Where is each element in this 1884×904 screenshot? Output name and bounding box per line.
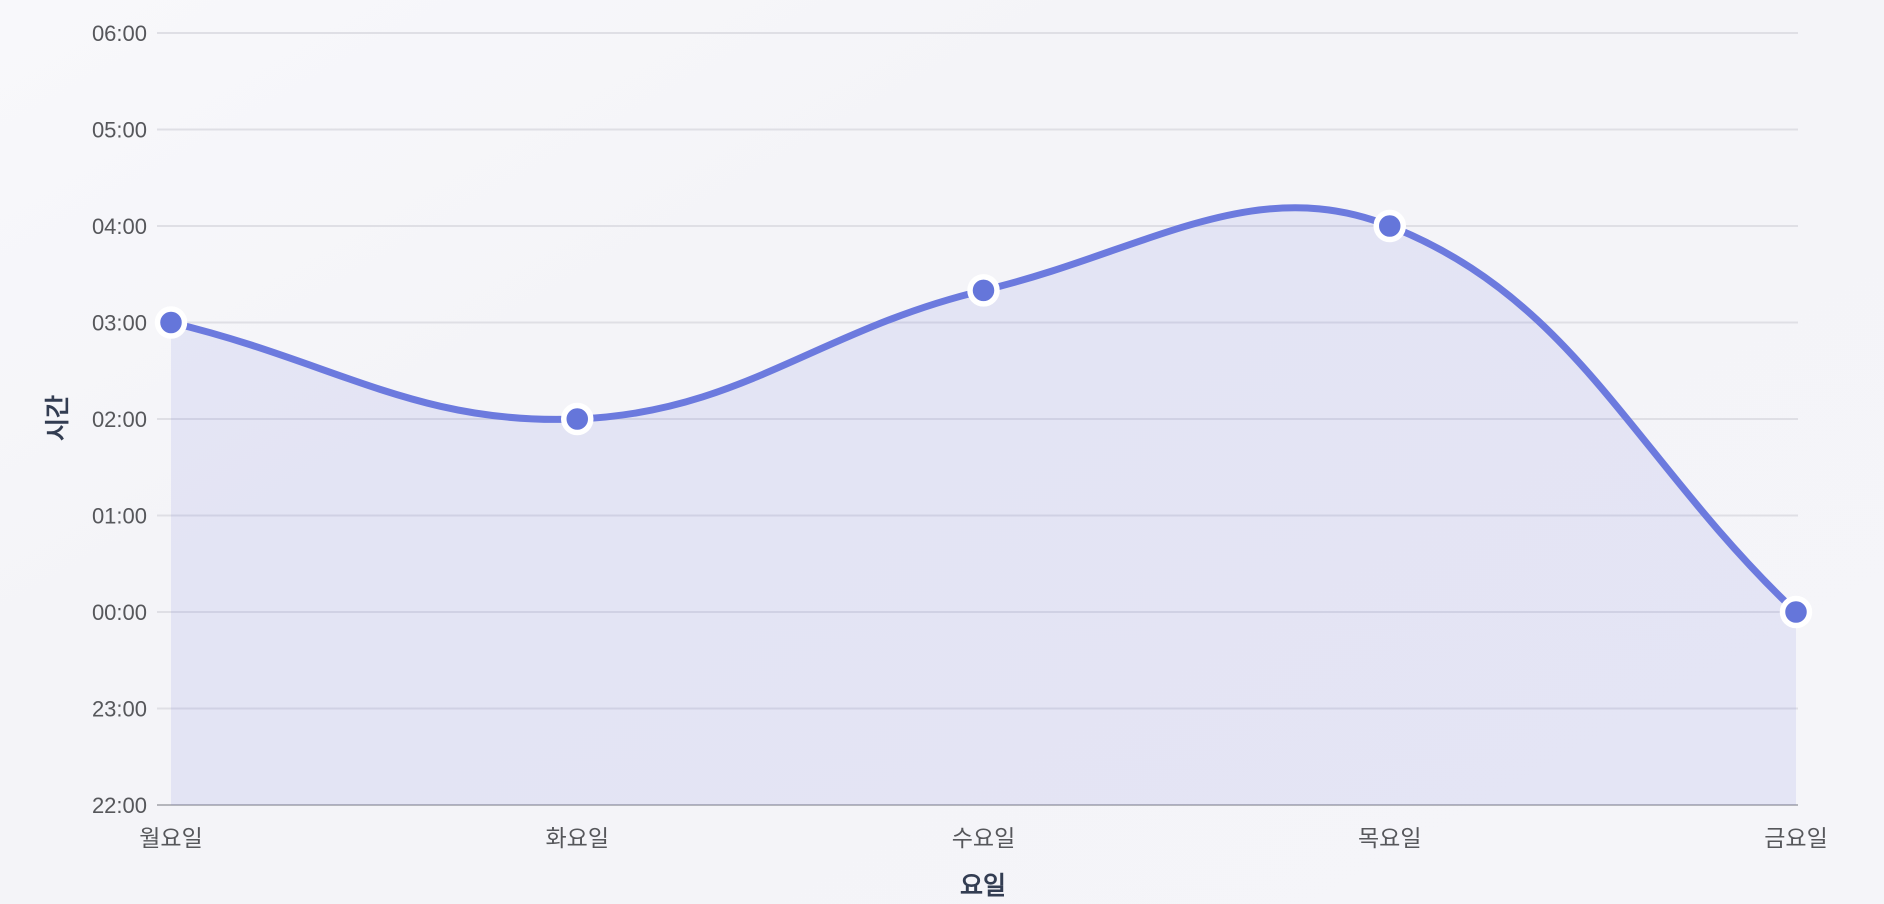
y-tick-label: 01:00 (92, 504, 147, 529)
data-point[interactable] (154, 306, 188, 339)
x-tick-label: 월요일 (139, 825, 202, 851)
y-tick-label: 02:00 (92, 407, 147, 432)
x-tick-label: 금요일 (1764, 825, 1827, 851)
data-point[interactable] (1373, 209, 1406, 243)
data-point[interactable] (967, 274, 1000, 307)
y-tick-label: 04:00 (92, 214, 147, 239)
area-fill (171, 207, 1796, 805)
y-tick-label: 06:00 (92, 21, 147, 46)
x-tick-label: 화요일 (546, 825, 609, 851)
y-axis-title: 시간 (44, 394, 72, 442)
data-point[interactable] (561, 402, 594, 436)
y-tick-label: 23:00 (92, 697, 147, 722)
y-tick-label: 03:00 (92, 311, 147, 336)
y-tick-label: 00:00 (92, 600, 147, 625)
y-tick-label: 05:00 (92, 118, 147, 143)
data-point[interactable] (1779, 595, 1813, 629)
x-tick-label: 수요일 (952, 825, 1015, 851)
series-line (167, 204, 1800, 616)
x-tick-label: 목요일 (1358, 825, 1421, 851)
x-axis-title: 요일 (959, 872, 1007, 900)
y-tick-label: 22:00 (92, 793, 147, 818)
